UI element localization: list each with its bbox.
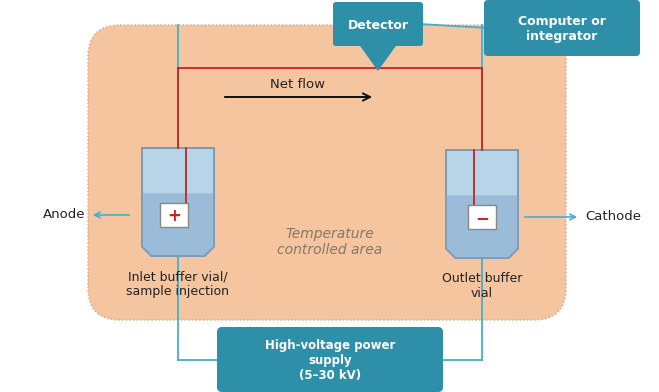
Polygon shape [142,193,214,256]
Polygon shape [446,195,518,258]
Text: Computer or
integrator: Computer or integrator [518,15,606,43]
Polygon shape [358,43,398,71]
FancyBboxPatch shape [484,0,640,56]
Text: −: − [475,209,489,227]
Text: +: + [167,207,181,225]
Polygon shape [446,150,518,258]
Text: Net flow: Net flow [270,78,326,91]
Text: Cathode: Cathode [585,211,641,223]
FancyBboxPatch shape [468,205,496,229]
Text: Outlet buffer
vial: Outlet buffer vial [442,272,522,300]
Text: Anode: Anode [42,209,85,221]
Text: Detector: Detector [347,18,409,31]
FancyBboxPatch shape [217,327,443,392]
Text: High-voltage power
supply
(5–30 kV): High-voltage power supply (5–30 kV) [265,339,395,382]
Text: Inlet buffer vial/
sample injection: Inlet buffer vial/ sample injection [127,270,229,298]
Text: Temperature
controlled area: Temperature controlled area [277,227,383,257]
FancyBboxPatch shape [88,25,566,320]
Polygon shape [142,148,214,256]
FancyBboxPatch shape [333,2,423,46]
FancyBboxPatch shape [160,203,188,227]
